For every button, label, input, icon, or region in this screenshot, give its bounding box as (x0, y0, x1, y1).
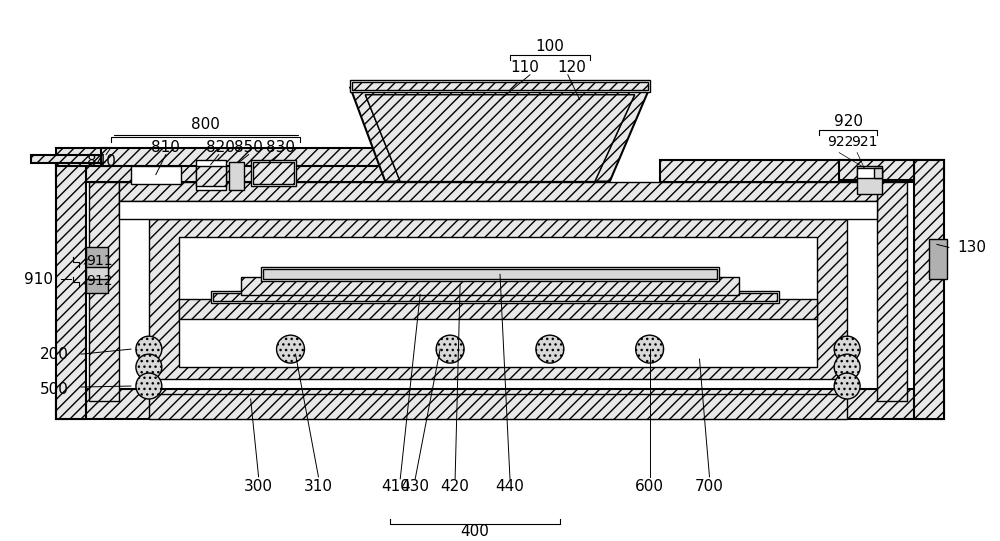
Bar (660, 160, 944, 182)
Text: 440: 440 (496, 479, 524, 494)
Polygon shape (365, 95, 635, 182)
Text: 600: 600 (635, 479, 664, 494)
Text: 840: 840 (87, 154, 115, 169)
Text: 500: 500 (40, 381, 69, 397)
Text: 400: 400 (461, 524, 489, 539)
Bar (914, 160, 944, 419)
Text: 800: 800 (191, 117, 220, 132)
Bar (857, 168, 882, 177)
Circle shape (136, 336, 162, 362)
Text: 310: 310 (304, 479, 333, 494)
Bar (352, 82, 648, 90)
Text: 920: 920 (834, 114, 863, 129)
Bar (877, 182, 907, 401)
Bar (119, 201, 877, 220)
Text: 130: 130 (957, 240, 986, 255)
Text: 830: 830 (266, 140, 295, 155)
Bar (86, 247, 108, 275)
Text: 100: 100 (535, 39, 564, 55)
Bar (31, 155, 116, 163)
Circle shape (136, 373, 162, 399)
Text: 922: 922 (827, 135, 854, 149)
Bar (86, 267, 108, 283)
Circle shape (277, 335, 304, 363)
Bar (211, 291, 779, 304)
Bar (251, 160, 296, 186)
Text: 700: 700 (695, 479, 724, 494)
Circle shape (436, 335, 464, 363)
Text: 810: 810 (151, 140, 180, 155)
Bar (131, 166, 181, 183)
Circle shape (136, 354, 162, 380)
Bar (196, 166, 226, 186)
Bar (929, 240, 947, 279)
Bar (149, 220, 847, 379)
Text: 850: 850 (234, 140, 263, 155)
Bar (56, 160, 86, 419)
Text: 410: 410 (381, 479, 410, 494)
Polygon shape (365, 95, 635, 182)
Bar (196, 160, 226, 189)
Circle shape (834, 354, 860, 380)
Bar (89, 182, 119, 401)
Circle shape (636, 335, 664, 363)
Text: 300: 300 (244, 479, 273, 494)
Bar (874, 168, 882, 177)
Polygon shape (350, 88, 650, 182)
Bar (241, 278, 739, 295)
Bar (857, 166, 882, 194)
Text: 120: 120 (557, 61, 586, 75)
Bar (56, 148, 111, 166)
Bar (119, 182, 877, 201)
Bar (101, 148, 395, 166)
Text: 910: 910 (24, 272, 53, 287)
Bar (839, 160, 914, 180)
Bar (253, 162, 294, 183)
Circle shape (834, 373, 860, 399)
Bar (213, 293, 777, 301)
Bar (229, 162, 244, 189)
Bar (56, 389, 944, 419)
Circle shape (834, 336, 860, 362)
Text: 820: 820 (206, 140, 235, 155)
Bar (263, 269, 717, 279)
Bar (56, 160, 395, 182)
Text: 430: 430 (401, 479, 430, 494)
Bar (350, 80, 650, 92)
Text: 911: 911 (86, 254, 113, 268)
Circle shape (536, 335, 564, 363)
Text: 110: 110 (511, 61, 539, 75)
Text: 420: 420 (441, 479, 470, 494)
Bar (261, 267, 719, 281)
Bar (149, 394, 847, 419)
Text: 921: 921 (851, 135, 878, 149)
Bar (179, 299, 817, 319)
Bar (86, 279, 108, 293)
Text: 912: 912 (86, 274, 113, 288)
Text: 200: 200 (40, 347, 69, 361)
Bar (179, 237, 817, 367)
